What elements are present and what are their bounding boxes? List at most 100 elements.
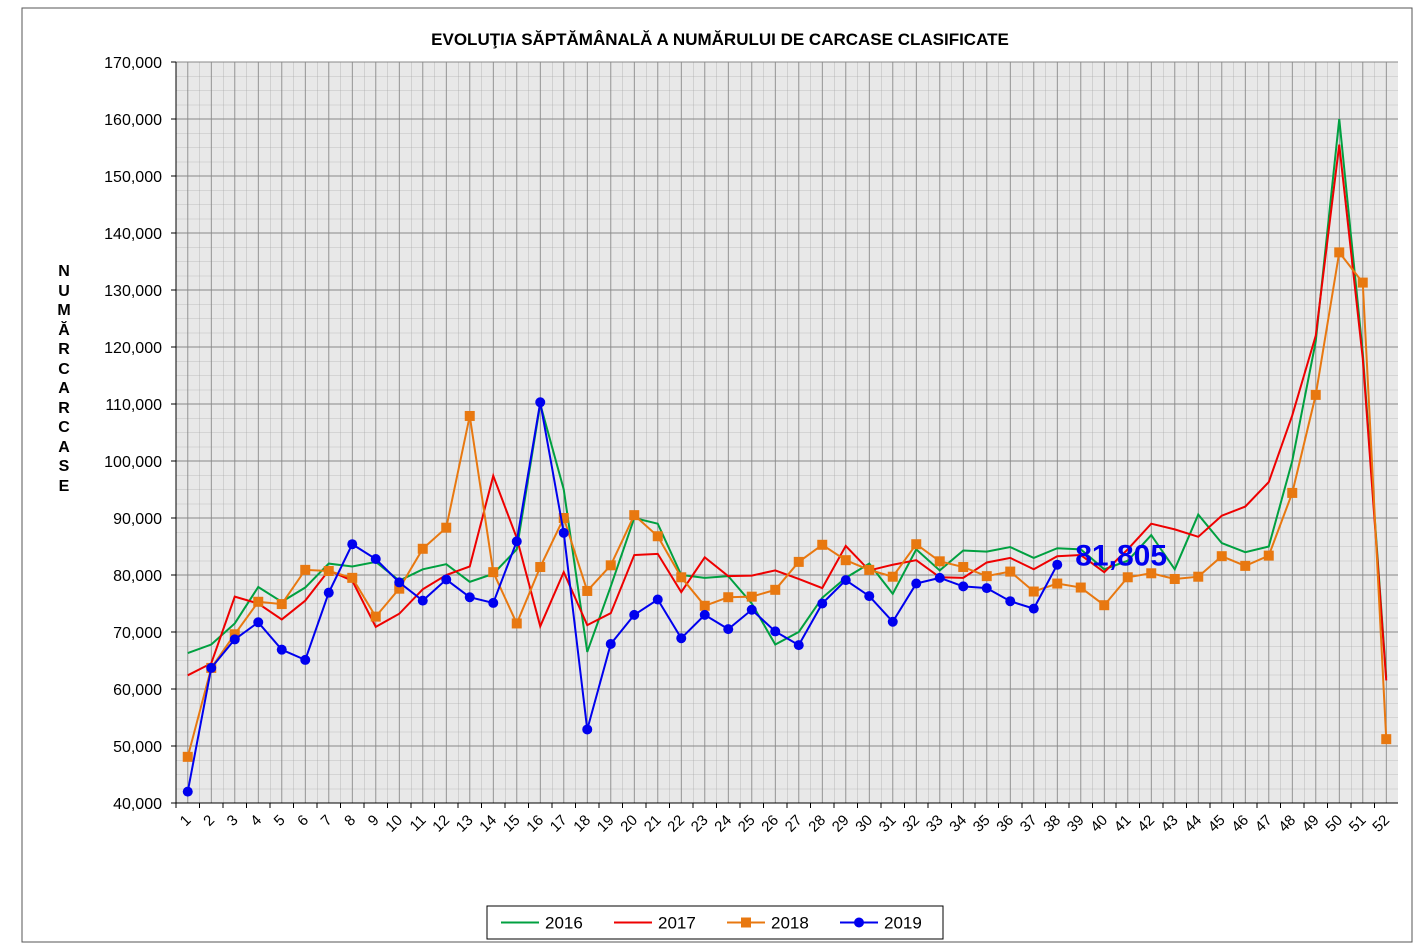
marker [441, 522, 452, 533]
marker [1122, 572, 1133, 583]
marker [1263, 550, 1274, 561]
marker [699, 609, 710, 620]
legend-label: 2017 [658, 914, 696, 933]
marker [1099, 600, 1110, 611]
marker [300, 654, 311, 665]
marker [723, 592, 734, 603]
marker [347, 572, 358, 583]
y-tick-label: 130,000 [104, 283, 162, 300]
legend-marker [741, 917, 751, 928]
marker [1193, 571, 1204, 582]
legend-label: 2018 [771, 914, 809, 933]
marker [1381, 734, 1392, 745]
marker [1052, 559, 1063, 570]
marker [182, 751, 193, 762]
marker [464, 592, 475, 603]
marker [1240, 560, 1251, 571]
marker [911, 539, 922, 550]
marker [417, 543, 428, 554]
marker [699, 600, 710, 611]
marker [182, 786, 193, 797]
marker [864, 564, 875, 575]
y-axis-label: NUMĂR CARCASE [57, 263, 71, 495]
marker [276, 644, 287, 655]
marker [793, 640, 804, 651]
marker [840, 575, 851, 586]
y-tick-label: 140,000 [104, 226, 162, 243]
y-tick-label: 160,000 [104, 112, 162, 129]
marker [206, 662, 217, 673]
marker [746, 604, 757, 615]
marker [770, 584, 781, 595]
marker [887, 616, 898, 627]
marker [817, 598, 828, 609]
marker [911, 578, 922, 589]
series-line [186, 249, 1388, 758]
marker [840, 555, 851, 566]
marker [1028, 603, 1039, 614]
marker [300, 564, 311, 575]
marker [1334, 247, 1345, 258]
marker [1005, 566, 1016, 577]
y-tick-label: 40,000 [113, 796, 162, 813]
marker [605, 638, 616, 649]
marker [652, 531, 663, 542]
marker [676, 572, 687, 583]
y-tick-label: 170,000 [104, 55, 162, 72]
marker [347, 539, 358, 550]
marker [276, 599, 287, 610]
legend-label: 2016 [545, 914, 583, 933]
marker [370, 611, 381, 622]
marker [394, 577, 405, 588]
marker [934, 556, 945, 567]
marker [981, 571, 992, 582]
marker [1075, 582, 1086, 593]
marker [723, 624, 734, 635]
legend-marker [854, 917, 864, 928]
y-tick-label: 150,000 [104, 169, 162, 186]
y-tick-label: 60,000 [113, 682, 162, 699]
marker [558, 513, 569, 523]
marker [746, 591, 757, 602]
y-tick-label: 70,000 [113, 625, 162, 642]
marker [488, 567, 499, 578]
marker [864, 591, 875, 602]
marker [605, 560, 616, 571]
marker [323, 587, 334, 598]
marker [652, 594, 663, 605]
marker [370, 554, 381, 565]
annotation: 81,805 [1075, 540, 1167, 573]
marker [464, 410, 475, 421]
marker [511, 618, 522, 629]
marker [934, 572, 945, 583]
marker [629, 510, 640, 521]
marker [981, 583, 992, 594]
marker [229, 629, 240, 640]
marker [1028, 586, 1039, 597]
marker [253, 617, 264, 628]
marker [676, 633, 687, 644]
marker [887, 571, 898, 582]
marker [323, 566, 334, 577]
marker [253, 596, 264, 607]
marker [582, 724, 593, 735]
marker [817, 539, 828, 550]
marker [1287, 487, 1298, 498]
marker [511, 536, 522, 547]
marker [582, 585, 593, 596]
marker [535, 562, 546, 573]
marker [417, 595, 428, 606]
marker [1310, 389, 1321, 400]
marker [1005, 596, 1016, 607]
minor-grid [176, 62, 1398, 803]
marker [1052, 578, 1063, 589]
marker [958, 581, 969, 592]
y-tick-label: 110,000 [105, 397, 162, 414]
marker [1146, 568, 1157, 579]
marker [958, 562, 969, 573]
legend-label: 2019 [884, 914, 922, 933]
y-tick-label: 50,000 [113, 739, 162, 756]
marker [629, 609, 640, 620]
